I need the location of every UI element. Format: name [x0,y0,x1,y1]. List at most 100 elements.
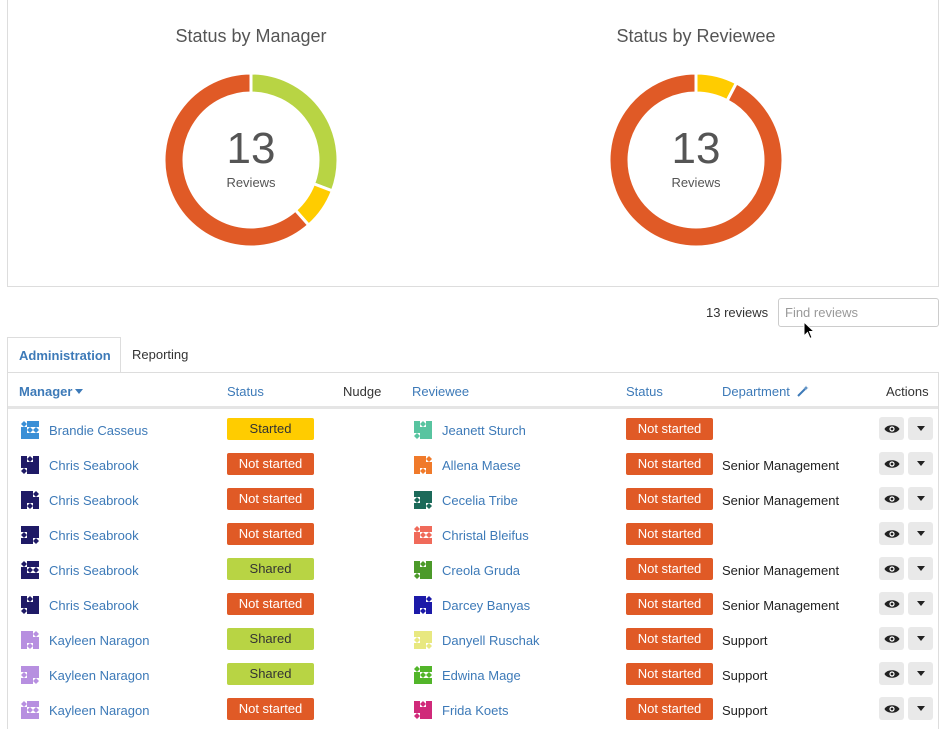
manager-avatar [19,454,43,478]
donut-slice-not-started[interactable] [162,71,311,249]
caret-down-icon [916,496,925,501]
actions-header: Actions [886,384,929,399]
caret-down-icon [75,389,84,394]
row-menu-button[interactable] [908,592,933,615]
reviewee-status-badge: Not started [626,558,713,580]
table-row: Chris Seabrook Not started Darcey Banyas No… [8,588,938,623]
reviewee-status-badge: Not started [626,593,713,615]
caret-down-icon [916,636,925,641]
department-cell: Senior Management [722,598,840,613]
reviewee-name-link[interactable]: Cecelia Tribe [442,493,518,508]
reviewee-status-badge: Not started [626,628,713,650]
view-button[interactable] [879,662,904,685]
manager-header[interactable]: Manager [19,384,84,399]
table-row: Kayleen Naragon Shared Danyell Ruschak Not … [8,623,938,658]
reviewee-name-link[interactable]: Darcey Banyas [442,598,531,613]
manager-status-header[interactable]: Status [227,384,264,399]
view-button[interactable] [879,697,904,720]
manager-name-link[interactable]: Kayleen Naragon [49,668,150,683]
reviewee-avatar [412,489,436,513]
reviewee-name-link[interactable]: Allena Maese [442,458,521,473]
row-menu-button[interactable] [908,662,933,685]
manager-avatar [19,524,43,548]
row-menu-button[interactable] [908,452,933,475]
reviewee-name-link[interactable]: Creola Gruda [442,563,521,578]
manager-name-link[interactable]: Chris Seabrook [49,598,139,613]
reviewee-status-header[interactable]: Status [626,384,663,399]
manager-status-badge: Started [227,418,314,440]
view-button[interactable] [879,452,904,475]
department-cell: Support [722,633,768,648]
table-row: Chris Seabrook Not started Allena Maese Not… [8,448,938,483]
table-row: Chris Seabrook Shared Creola Gruda Not star… [8,553,938,588]
eye-icon [884,705,899,713]
row-menu-button[interactable] [908,487,933,510]
review-count-label: 13 reviews [706,305,769,320]
donut-slice-not-started[interactable] [607,71,785,249]
reviewee-status-badge: Not started [626,418,713,440]
row-menu-button[interactable] [908,522,933,545]
nudge-header: Nudge [343,384,382,399]
reviewee-name-link[interactable]: Christal Bleifus [442,528,529,543]
department-cell: Senior Management [722,458,840,473]
view-button[interactable] [879,522,904,545]
review-count: 13 [226,124,276,173]
manager-name-link[interactable]: Chris Seabrook [49,563,139,578]
manager-avatar [19,594,43,618]
row-menu-button[interactable] [908,417,933,440]
table-row: Chris Seabrook Not started Cecelia Tribe No… [8,483,938,518]
reviewee-avatar [412,664,436,688]
department-cell: Support [722,668,768,683]
reviewee-avatar [412,559,436,583]
view-button[interactable] [879,592,904,615]
eye-icon [884,495,899,503]
view-button[interactable] [879,557,904,580]
reviewee-avatar [412,629,436,653]
manager-status-badge: Shared [227,628,314,650]
manager-status-badge: Not started [227,593,314,615]
manager-name-link[interactable]: Chris Seabrook [49,528,139,543]
table-row: Chris Seabrook Not started Christal Bleifu… [8,518,938,553]
view-button[interactable] [879,487,904,510]
manager-avatar [19,559,43,583]
view-button[interactable] [879,417,904,440]
reviewee-status-badge: Not started [626,663,713,685]
eye-icon [884,425,899,433]
reviewee-status-badge: Not started [626,523,713,545]
manager-name-link[interactable]: Chris Seabrook [49,458,139,473]
manager-name-link[interactable]: Brandie Casseus [49,423,148,438]
manager-name-link[interactable]: Chris Seabrook [49,493,139,508]
tab-reporting[interactable]: Reporting [132,347,189,362]
reviewee-name-link[interactable]: Jeanett Sturch [442,423,526,438]
department-header[interactable]: Department [722,384,809,399]
chart-title: Status by Manager [175,26,327,46]
eye-icon [884,460,899,468]
eye-icon [884,600,899,608]
tab-administration[interactable]: Administration [7,337,121,373]
row-menu-button[interactable] [908,627,933,650]
department-cell: Support [722,703,768,718]
caret-down-icon [916,671,925,676]
reviewee-name-link[interactable]: Frida Koets [442,703,509,718]
caret-down-icon [916,566,925,571]
table-row: Kayleen Naragon Not started Frida Koets Not… [8,693,938,728]
row-menu-button[interactable] [908,697,933,720]
manager-name-link[interactable]: Kayleen Naragon [49,633,150,648]
reviewee-name-link[interactable]: Edwina Mage [442,668,521,683]
manager-avatar [19,629,43,653]
wand-icon [796,385,809,397]
row-menu-button[interactable] [908,557,933,580]
eye-icon [884,635,899,643]
department-cell: Senior Management [722,563,840,578]
reviewee-name-link[interactable]: Danyell Ruschak [442,633,540,648]
view-button[interactable] [879,627,904,650]
manager-status-badge: Shared [227,558,314,580]
manager-name-link[interactable]: Kayleen Naragon [49,703,150,718]
caret-down-icon [916,531,925,536]
table-row: Brandie Casseus Started Jeanett Sturch Not … [8,413,938,448]
eye-icon [884,670,899,678]
manager-avatar [19,419,43,443]
manager-status-badge: Shared [227,663,314,685]
reviewee-header[interactable]: Reviewee [412,384,470,399]
table-header: Manager Status Nudge Reviewee Status Dep… [8,373,938,409]
